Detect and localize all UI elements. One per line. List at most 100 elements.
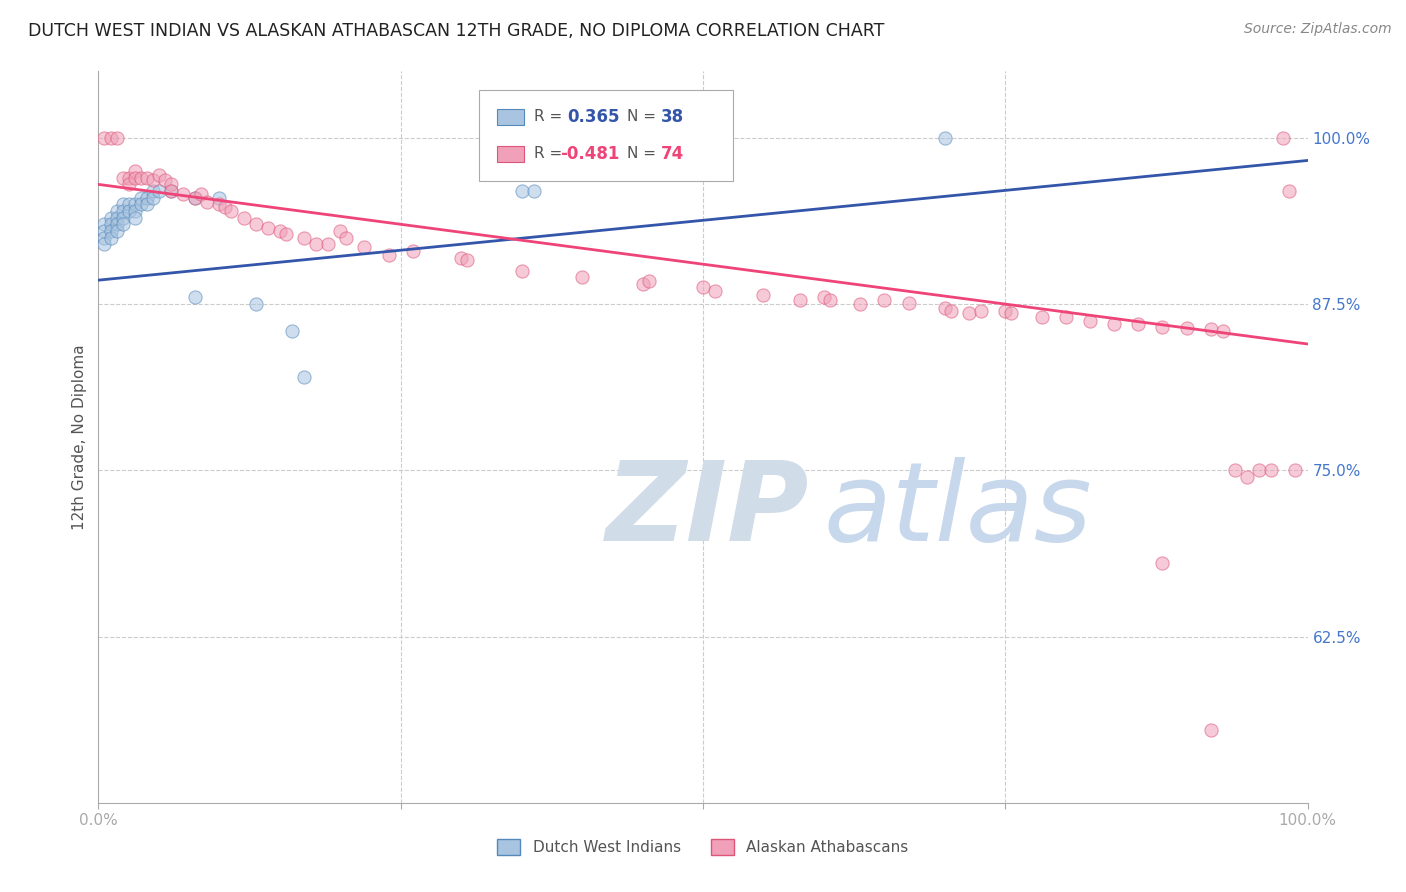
Point	[1031, 310, 1053, 325]
Point	[105, 224, 128, 238]
Point	[335, 230, 357, 244]
Point	[93, 217, 115, 231]
Point	[934, 131, 956, 145]
Point	[105, 131, 128, 145]
Point	[292, 370, 315, 384]
Point	[129, 197, 152, 211]
Point	[93, 237, 115, 252]
Point	[111, 211, 134, 225]
Bar	[498, 145, 524, 162]
Point	[160, 184, 183, 198]
Text: 74: 74	[661, 145, 683, 163]
Point	[1054, 310, 1077, 325]
Point	[100, 230, 122, 244]
Point	[208, 191, 231, 205]
Point	[111, 170, 134, 185]
Point	[994, 303, 1017, 318]
Point	[1152, 319, 1174, 334]
Point	[1236, 470, 1258, 484]
Point	[111, 217, 134, 231]
Point	[637, 275, 659, 289]
Point	[1199, 723, 1222, 737]
Point	[256, 221, 278, 235]
Point	[100, 224, 122, 238]
Point	[148, 184, 170, 198]
Point	[1078, 314, 1101, 328]
Point	[153, 173, 176, 187]
Point	[100, 217, 122, 231]
Point	[523, 184, 546, 198]
Point	[135, 197, 157, 211]
Point	[510, 264, 533, 278]
Point	[118, 170, 141, 185]
Point	[305, 237, 328, 252]
Point	[1152, 557, 1174, 571]
Point	[692, 280, 714, 294]
Point	[1199, 322, 1222, 336]
Point	[402, 244, 425, 258]
Point	[269, 224, 291, 238]
Point	[571, 270, 593, 285]
Point	[813, 290, 835, 304]
Point	[124, 170, 146, 185]
Point	[118, 204, 141, 219]
Point	[897, 295, 920, 310]
Point	[329, 224, 352, 238]
Point	[789, 293, 811, 307]
Point	[456, 253, 478, 268]
Point	[124, 211, 146, 225]
Point	[245, 217, 267, 231]
Text: N =: N =	[627, 110, 661, 124]
Point	[377, 248, 399, 262]
Point	[111, 204, 134, 219]
Point	[1284, 463, 1306, 477]
Point	[316, 237, 339, 252]
Point	[93, 224, 115, 238]
Point	[1223, 463, 1246, 477]
Point	[105, 204, 128, 219]
Point	[1102, 317, 1125, 331]
Point	[124, 197, 146, 211]
Point	[118, 178, 141, 192]
Point	[142, 173, 165, 187]
Point	[135, 170, 157, 185]
Point	[281, 324, 304, 338]
Point	[510, 184, 533, 198]
Point	[934, 301, 956, 315]
Point	[1212, 324, 1234, 338]
Point	[939, 303, 962, 318]
Text: Source: ZipAtlas.com: Source: ZipAtlas.com	[1244, 22, 1392, 37]
Text: -0.481: -0.481	[561, 145, 620, 163]
Point	[1000, 306, 1022, 320]
Point	[105, 211, 128, 225]
Point	[195, 194, 218, 209]
Point	[873, 293, 896, 307]
Point	[124, 204, 146, 219]
Point	[353, 240, 375, 254]
Point	[142, 191, 165, 205]
Point	[631, 277, 654, 292]
Point	[292, 230, 315, 244]
Text: atlas: atlas	[824, 457, 1092, 564]
Point	[142, 184, 165, 198]
Point	[93, 131, 115, 145]
Point	[818, 293, 841, 307]
Legend: Dutch West Indians, Alaskan Athabascans: Dutch West Indians, Alaskan Athabascans	[491, 833, 915, 861]
Text: ZIP: ZIP	[606, 457, 810, 564]
Point	[214, 200, 236, 214]
Point	[105, 217, 128, 231]
Point	[849, 297, 872, 311]
Point	[100, 211, 122, 225]
Point	[100, 131, 122, 145]
Text: 38: 38	[661, 108, 683, 126]
Point	[190, 186, 212, 201]
Text: N =: N =	[627, 146, 661, 161]
Point	[129, 170, 152, 185]
Point	[274, 227, 297, 241]
Point	[129, 191, 152, 205]
Bar	[498, 109, 524, 125]
Point	[232, 211, 254, 225]
Point	[135, 191, 157, 205]
Text: R =: R =	[534, 110, 567, 124]
Point	[111, 197, 134, 211]
